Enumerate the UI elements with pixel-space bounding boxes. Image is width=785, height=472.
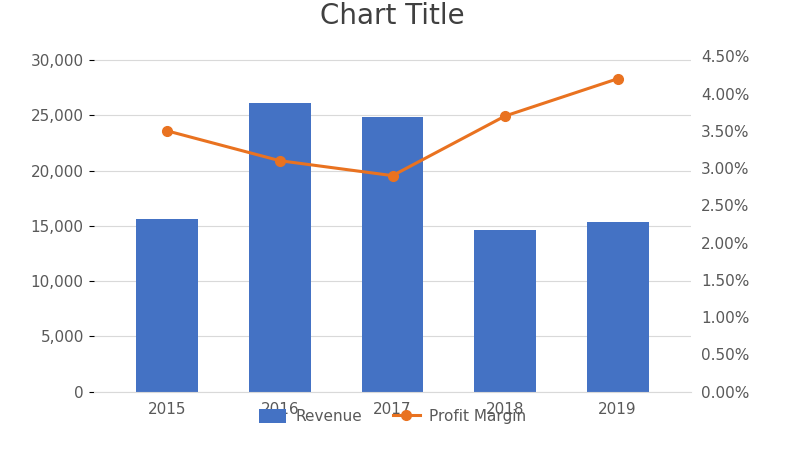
Profit Margin	[613, 76, 623, 82]
Legend: Revenue, Profit Margin: Revenue, Profit Margin	[253, 403, 532, 430]
Profit Margin	[500, 113, 509, 119]
Line: Profit Margin: Profit Margin	[162, 74, 623, 180]
Title: Chart Title: Chart Title	[320, 2, 465, 30]
Bar	[249, 103, 311, 392]
Profit Margin	[388, 173, 397, 178]
Bar	[362, 118, 423, 392]
Profit Margin	[162, 128, 172, 134]
Profit Margin	[276, 158, 285, 164]
Bar	[586, 222, 648, 392]
Bar	[137, 219, 199, 392]
Bar	[474, 230, 536, 392]
